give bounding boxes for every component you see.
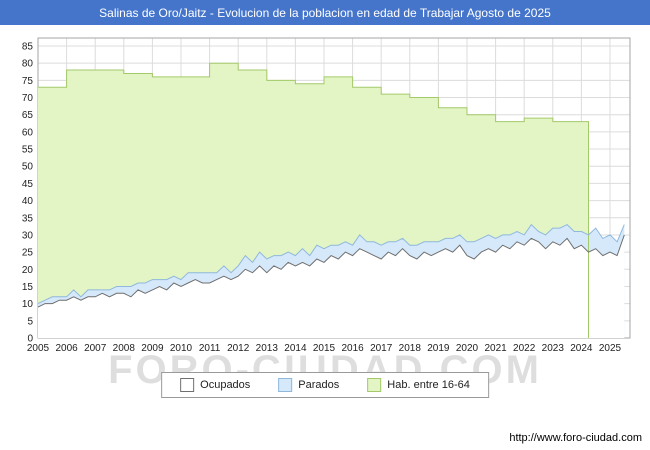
svg-text:45: 45: [22, 179, 34, 190]
svg-text:2014: 2014: [284, 343, 307, 354]
svg-text:55: 55: [22, 145, 34, 156]
legend-label-ocupados: Ocupados: [200, 379, 251, 391]
svg-text:85: 85: [22, 42, 34, 53]
footer-url[interactable]: http://www.foro-ciudad.com: [509, 432, 642, 444]
svg-text:2010: 2010: [170, 343, 193, 354]
chart-legend: Ocupados Parados Hab. entre 16-64: [161, 372, 489, 398]
svg-text:2022: 2022: [513, 343, 536, 354]
svg-text:2012: 2012: [227, 343, 250, 354]
svg-text:2006: 2006: [55, 343, 78, 354]
svg-text:20: 20: [22, 265, 34, 276]
svg-text:2007: 2007: [84, 343, 107, 354]
svg-text:0: 0: [27, 334, 33, 345]
legend-label-parados: Parados: [298, 379, 340, 391]
svg-text:70: 70: [22, 93, 34, 104]
svg-text:5: 5: [27, 316, 33, 327]
svg-text:80: 80: [22, 59, 34, 70]
svg-text:2009: 2009: [141, 343, 164, 354]
legend-swatch-ocupados: [180, 378, 195, 392]
chart-title-bar: Salinas de Oro/Jaitz - Evolucion de la p…: [0, 0, 650, 25]
legend-label-hab-16-64: Hab. entre 16-64: [387, 379, 470, 391]
svg-text:35: 35: [22, 213, 34, 224]
svg-text:2023: 2023: [542, 343, 565, 354]
svg-text:2011: 2011: [199, 343, 221, 354]
svg-text:2005: 2005: [27, 343, 50, 354]
svg-text:2019: 2019: [427, 343, 450, 354]
svg-text:60: 60: [22, 127, 34, 138]
svg-text:2013: 2013: [256, 343, 279, 354]
svg-text:2021: 2021: [484, 343, 507, 354]
legend-item-parados: Parados: [278, 378, 339, 392]
svg-text:30: 30: [22, 230, 34, 241]
svg-text:75: 75: [22, 76, 34, 87]
legend-swatch-parados: [278, 378, 293, 392]
legend-item-hab-16-64: Hab. entre 16-64: [367, 378, 470, 392]
svg-text:2024: 2024: [570, 343, 593, 354]
svg-text:2025: 2025: [599, 343, 622, 354]
svg-text:2017: 2017: [370, 343, 393, 354]
legend-item-ocupados: Ocupados: [180, 378, 250, 392]
svg-text:2015: 2015: [313, 343, 336, 354]
legend-swatch-hab-16-64: [367, 378, 382, 392]
svg-text:10: 10: [22, 299, 34, 310]
svg-text:15: 15: [22, 282, 34, 293]
svg-text:2020: 2020: [456, 343, 479, 354]
svg-text:2016: 2016: [341, 343, 364, 354]
svg-text:2008: 2008: [113, 343, 136, 354]
svg-text:40: 40: [22, 196, 34, 207]
chart-title: Salinas de Oro/Jaitz - Evolucion de la p…: [99, 5, 551, 20]
svg-text:25: 25: [22, 248, 34, 259]
svg-text:65: 65: [22, 110, 34, 121]
svg-text:50: 50: [22, 162, 34, 173]
svg-text:2018: 2018: [399, 343, 422, 354]
